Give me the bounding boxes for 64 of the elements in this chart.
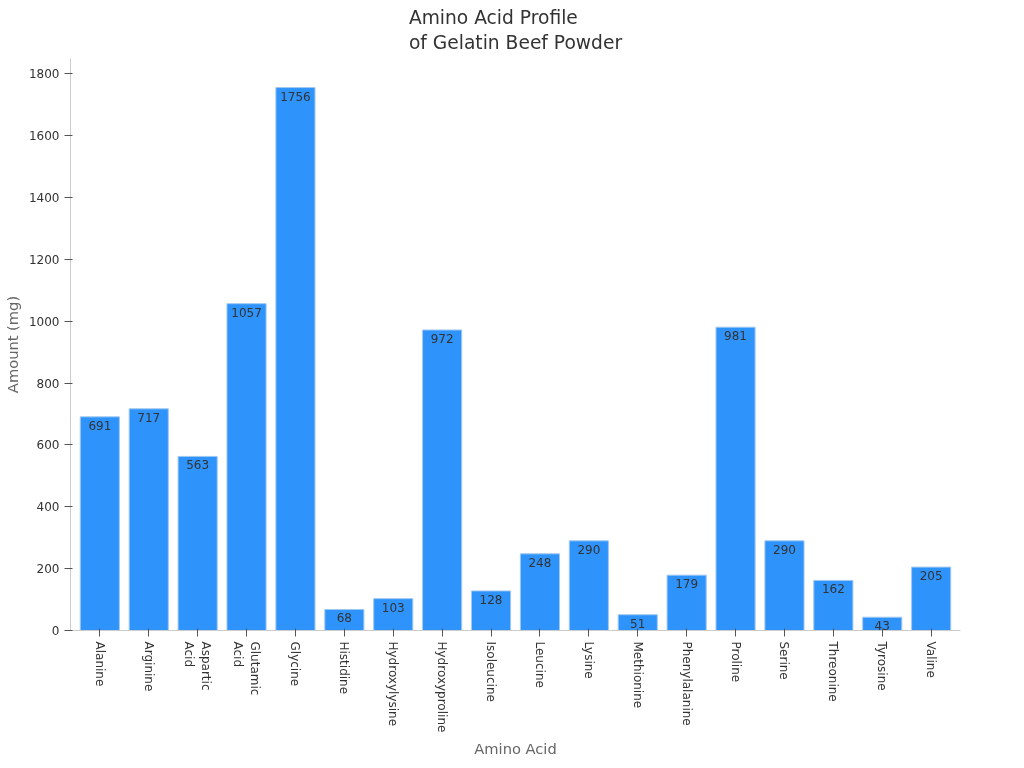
bar: [813, 579, 854, 631]
bar: [715, 326, 756, 631]
x-tick-label: Threonine: [826, 640, 841, 702]
bar: [764, 540, 805, 631]
data-label: 128: [479, 592, 503, 607]
y-tick-label: 1400: [28, 191, 60, 206]
data-label: 563: [186, 458, 210, 473]
x-tick-label: Glutamic Acid: [231, 641, 262, 696]
y-axis-title: Amount (mg): [3, 295, 21, 394]
x-tick-label: Methionine: [630, 641, 645, 709]
x-tick-label: Glycine: [288, 641, 303, 687]
y-tick-label: 0: [51, 624, 60, 638]
bar: [128, 408, 169, 631]
data-label: 290: [773, 542, 796, 557]
x-tick-label: Phenylalanine: [679, 641, 694, 726]
data-label: 162: [821, 582, 845, 597]
x-tick-label: Histidine: [337, 641, 352, 695]
bar: [470, 590, 512, 631]
x-axis-title: Amino Acid: [474, 740, 557, 758]
x-tick-label: Alanine: [92, 641, 107, 687]
data-label: 43: [874, 619, 890, 634]
chart-title: Amino Acid Profile of Gelatin Beef Powder: [408, 7, 623, 54]
data-label: 51: [630, 616, 646, 631]
bar: [519, 553, 561, 631]
y-tick-label: 200: [36, 562, 60, 577]
x-tick-label: Proline: [728, 641, 743, 683]
x-tick-label: Tyrosine: [875, 640, 890, 691]
x-tick-label: Hydroxylysine: [386, 641, 401, 727]
bar: [373, 598, 414, 631]
data-label: 1057: [231, 305, 262, 320]
x-tick-label: Valine: [924, 641, 939, 678]
x-tick-label: Isoleucine: [484, 641, 499, 702]
y-tick-label: 400: [36, 500, 60, 515]
y-tick-label: 1200: [28, 252, 60, 267]
data-label: 717: [137, 410, 161, 425]
data-label: 248: [528, 555, 552, 570]
data-label: 972: [430, 331, 454, 346]
x-tick-label: Lysine: [581, 641, 596, 679]
data-label: 290: [577, 542, 601, 557]
y-tick-label: 800: [36, 376, 60, 391]
data-label: 1756: [280, 89, 311, 104]
data-label: 68: [336, 611, 352, 626]
data-label: 205: [919, 569, 943, 584]
bar: [568, 540, 609, 631]
x-tick-label: Aspartic Acid: [182, 641, 214, 691]
data-label: 179: [675, 577, 699, 592]
y-tick-label: 1600: [28, 129, 60, 144]
bar: [666, 574, 707, 631]
y-tick-label: 1000: [28, 314, 60, 329]
x-tick-label: Serine: [777, 641, 792, 680]
data-label: 691: [88, 418, 112, 433]
data-label: 981: [724, 329, 748, 344]
y-tick-label: 1800: [28, 67, 60, 82]
data-label: 103: [381, 600, 405, 615]
y-tick-label: 600: [36, 438, 60, 453]
bar: [79, 416, 120, 631]
bar: [911, 566, 952, 631]
x-tick-label: Leucine: [532, 641, 547, 688]
x-tick-label: Arginine: [141, 641, 156, 692]
bar: [226, 303, 267, 631]
bar: [422, 329, 463, 631]
bar: [275, 87, 316, 631]
x-tick-label: Hydroxyproline: [435, 641, 450, 733]
bar: [177, 455, 218, 631]
